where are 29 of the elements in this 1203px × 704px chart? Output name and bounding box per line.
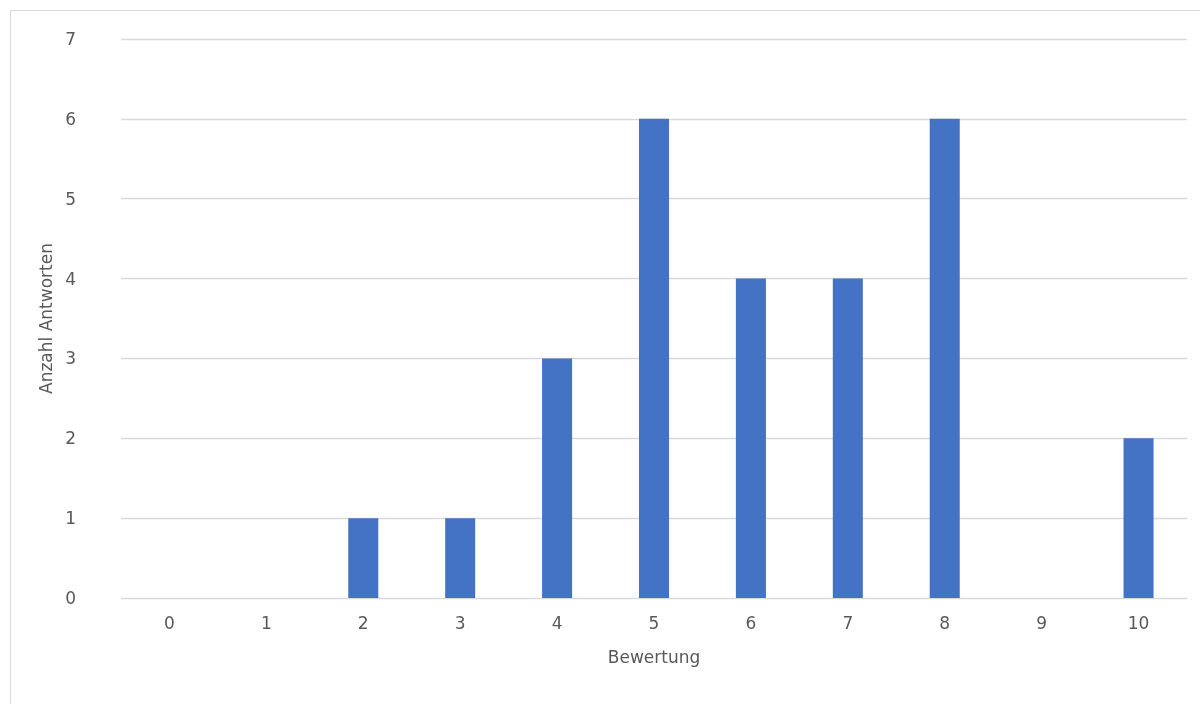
x-tick-label: 7 [842, 612, 854, 633]
x-tick-label: 1 [260, 612, 272, 633]
x-axis-title: Bewertung [607, 646, 701, 667]
x-tick-label: 10 [1127, 612, 1150, 633]
x-tick-label: 0 [164, 612, 175, 633]
bar [348, 518, 379, 598]
x-tick-label: 4 [551, 612, 563, 633]
y-tick-label: 1 [65, 508, 76, 529]
bar [929, 118, 960, 598]
bar [1123, 438, 1154, 598]
bar [445, 518, 476, 598]
bar [735, 278, 766, 598]
y-tick-label: 0 [65, 588, 76, 608]
y-tick-label: 6 [65, 108, 76, 129]
y-tick-label: 3 [65, 348, 76, 369]
y-tick-label: 7 [65, 29, 76, 49]
y-axis-title: Anzahl Antworten [35, 243, 56, 394]
x-tick-label: 9 [1036, 612, 1048, 633]
bar [542, 358, 573, 598]
x-tick-label: 3 [454, 612, 466, 633]
y-tick-label: 4 [65, 268, 76, 289]
x-tick-label: 8 [939, 612, 951, 633]
x-tick-label: 5 [648, 612, 660, 633]
y-tick-label: 2 [65, 428, 76, 449]
x-tick-label: 6 [745, 612, 757, 633]
bar [832, 278, 863, 598]
y-tick-label: 5 [65, 188, 76, 209]
x-tick-label: 2 [357, 612, 369, 633]
bar [638, 118, 670, 598]
